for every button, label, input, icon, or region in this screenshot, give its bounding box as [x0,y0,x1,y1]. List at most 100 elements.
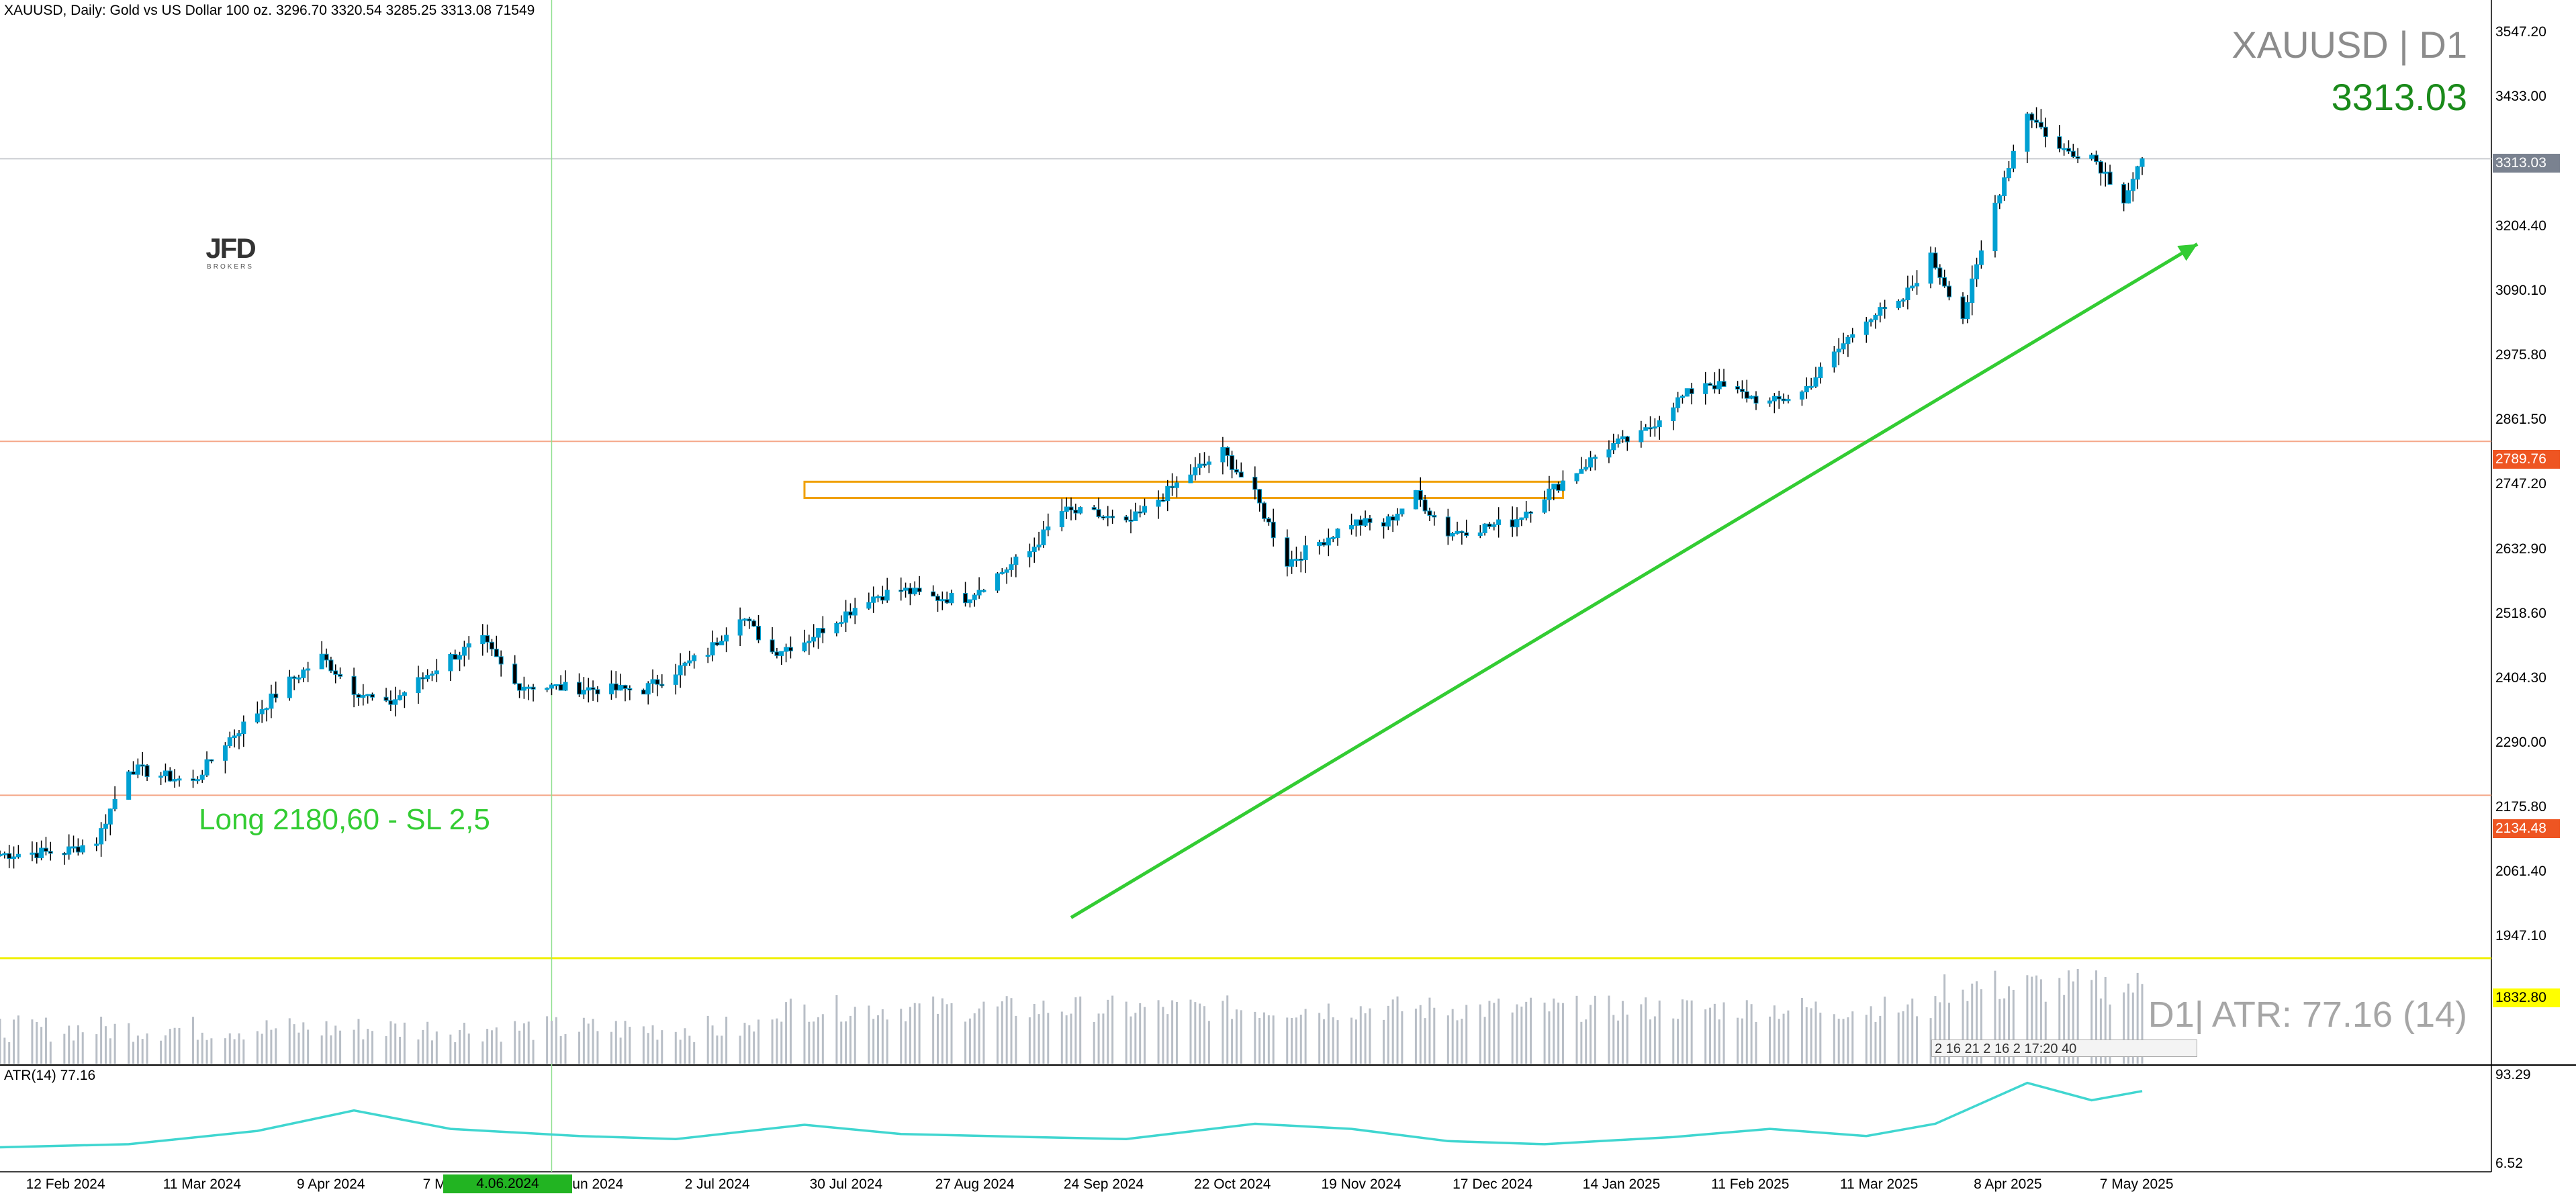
time-tick: 19 Nov 2024 [1321,1176,1401,1192]
candle-body [1459,530,1465,533]
candle-body [531,686,536,690]
candle-body [2094,154,2099,163]
candle-body [834,622,839,634]
candle-body [747,618,752,622]
candle-body [1202,463,1207,466]
candle-body [1385,516,1391,527]
candle-body [448,653,453,672]
candle-body [2098,161,2103,174]
candle-body [1776,396,1782,400]
candle-body [1905,287,1911,300]
candle-body [2062,148,2067,150]
candle-body [2070,150,2076,157]
level-badge: 2789.76 [2493,450,2560,469]
candle-body [774,651,780,656]
candle-body [1367,518,1373,523]
candle-body [167,770,173,782]
candle-body [1004,569,1009,573]
candle-body [1491,524,1497,527]
candle-body [1592,457,1598,459]
candle-body [903,588,909,591]
symbol-watermark: XAUUSD | D1 [2232,24,2467,66]
time-tick: 11 Feb 2025 [1711,1176,1790,1192]
candle-body [784,647,789,652]
candle-body [949,593,954,604]
price-tick: 1947.10 [2495,928,2546,943]
candle-body [383,696,389,701]
candle-body [1487,523,1492,527]
candle-body [1753,396,1759,404]
time-tick: 8 Apr 2025 [1974,1176,2042,1192]
candle-body [737,619,743,636]
candle-body [581,690,586,695]
candle-body [1188,474,1193,483]
candle-body [1105,516,1111,518]
candle-body [1624,436,1630,443]
candle-body [222,745,228,761]
candle-body [489,641,494,650]
candle-body [1960,296,1966,320]
candle-body [1946,285,1951,297]
candle-body [1873,315,1878,320]
candle-body [1551,483,1557,490]
candle-body [466,643,471,648]
candle-body [1335,528,1340,539]
candle-body [7,853,12,860]
candle-body [1560,480,1565,491]
candle-body [1864,321,1869,335]
candle-body [1878,307,1883,316]
candle-body [650,679,655,684]
candle-body [779,651,784,656]
candle-body [1096,509,1101,517]
candle-body [1349,524,1354,530]
candle-body [1786,398,1791,402]
candle-body [1381,522,1386,527]
candle-body [917,588,922,592]
candle-body [369,694,375,698]
candle-body [338,674,343,677]
candle-body [356,694,361,698]
candle-body [172,779,177,782]
candle-body [1013,556,1019,565]
candle-body [521,686,526,691]
candle-body [328,659,334,672]
trend-arrow-line [1070,242,2199,919]
candle-body [429,674,434,676]
candle-body [66,846,72,855]
candle-body [715,642,720,645]
candle-body [227,737,232,747]
price-tick: 3204.40 [2495,218,2546,234]
candle-body [301,670,306,678]
candle-body [981,590,986,592]
candle-body [1262,502,1267,519]
candle-body [1142,506,1148,513]
resistance-zone [803,480,1564,499]
candle-body [1850,334,1855,338]
candle-body [94,843,99,846]
candle-body [1620,436,1625,440]
candle-body [976,590,982,596]
candle-body [1174,482,1179,488]
candle-body [1330,537,1336,540]
candle-body [2038,122,2043,128]
price-tick: 2975.80 [2495,347,2546,363]
candle-body [1220,447,1226,463]
chart-header: XAUUSD, Daily: Gold vs US Dollar 100 oz.… [4,3,535,18]
candle-body [1238,471,1244,477]
price-tick: 3433.00 [2495,89,2546,104]
candle-body [2006,168,2011,179]
atr-tick: 6.52 [2495,1156,2523,1171]
candle-body [1836,349,1841,353]
candle-body [1165,486,1170,502]
candle-body [1579,469,1584,474]
candle-body [1317,542,1322,547]
candle-body [1510,519,1515,528]
candle-body [843,611,849,623]
time-tick: 17 Dec 2024 [1453,1176,1533,1192]
candle-body [1942,277,1947,287]
candle-body [34,852,40,859]
candle-body [287,676,292,698]
atr-indicator-label[interactable]: ATR(14) 77.16 [4,1068,96,1083]
candle-body [1689,388,1694,394]
